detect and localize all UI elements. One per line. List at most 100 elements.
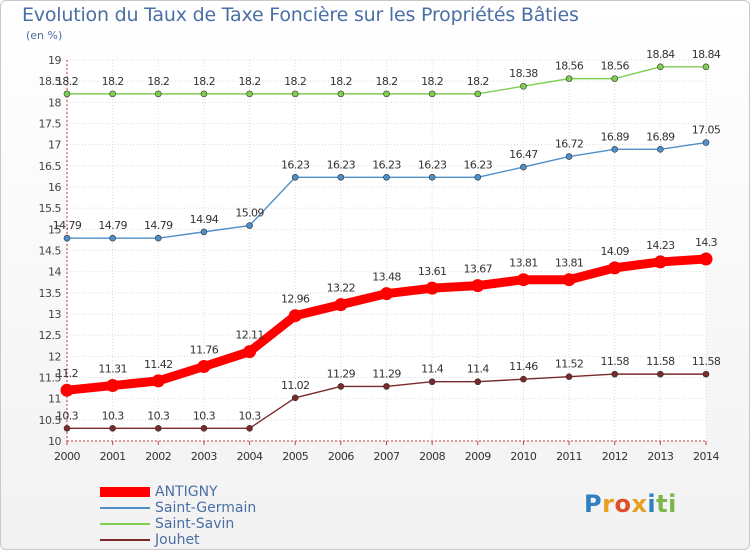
data-label-antigny: 12.96: [281, 293, 310, 306]
data-point-saint-savin: [657, 63, 664, 71]
data-label-jouhet: 11.02: [281, 379, 310, 392]
data-label-saint-savin: 18.84: [692, 48, 721, 61]
x-tick-label: 2014: [693, 450, 719, 463]
data-point-jouhet: [520, 375, 527, 383]
data-label-saint-savin: 18.2: [467, 75, 489, 88]
data-label-jouhet: 11.29: [372, 367, 401, 380]
y-tick-label: 16.5: [39, 160, 62, 173]
y-tick-label: 15.5: [39, 202, 62, 215]
x-tick-label: 2010: [510, 450, 536, 463]
y-tick-label: 19: [48, 54, 61, 67]
data-label-saint-germain: 14.79: [53, 219, 82, 232]
data-point-saint-savin: [337, 90, 345, 98]
x-tick-label: 2008: [419, 450, 445, 463]
y-tick-label: 17.5: [39, 118, 62, 131]
legend-label-antigny: ANTIGNY: [155, 484, 218, 500]
data-label-saint-savin: 18.2: [239, 75, 261, 88]
data-point-saint-savin: [200, 90, 208, 98]
data-label-saint-germain: 16.72: [555, 138, 584, 151]
data-label-saint-savin: 18.2: [421, 75, 443, 88]
x-tick-label: 2012: [602, 450, 628, 463]
data-label-antigny: 14.09: [600, 245, 629, 258]
y-tick-label: 11.5: [39, 372, 62, 385]
legend-label-saint-savin: Saint-Savin: [155, 516, 235, 532]
data-point-jouhet: [474, 378, 482, 386]
data-point-saint-germain: [383, 173, 390, 181]
data-label-saint-germain: 14.94: [190, 213, 219, 226]
data-point-jouhet: [383, 383, 390, 390]
data-point-saint-germain: [154, 234, 162, 242]
data-point-antigny: [425, 281, 439, 295]
data-point-jouhet: [154, 424, 162, 432]
data-point-jouhet: [657, 370, 664, 378]
data-point-jouhet: [565, 373, 573, 380]
data-label-saint-savin: 18.2: [375, 75, 397, 88]
data-label-saint-savin: 18.56: [600, 60, 629, 73]
y-tick-label: 14.5: [39, 245, 62, 258]
data-label-antigny: 13.22: [327, 282, 356, 295]
data-point-antigny: [562, 273, 576, 287]
legend-swatch-saint-savin: [100, 523, 150, 525]
data-point-saint-savin: [428, 90, 436, 98]
data-label-antigny: 11.2: [56, 367, 78, 380]
data-point-jouhet: [428, 378, 436, 386]
data-point-saint-germain: [474, 173, 482, 181]
data-label-jouhet: 10.3: [102, 409, 125, 422]
data-point-saint-germain: [337, 173, 345, 181]
x-tick-label: 2003: [191, 450, 217, 463]
data-point-jouhet: [200, 424, 208, 432]
data-point-saint-savin: [109, 90, 116, 98]
x-tick-label: 2002: [145, 450, 171, 463]
data-label-saint-germain: 15.09: [235, 207, 264, 220]
data-label-antigny: 11.42: [144, 358, 173, 371]
data-label-saint-savin: 18.56: [555, 60, 584, 73]
data-label-saint-germain: 16.23: [372, 158, 401, 171]
data-point-saint-savin: [154, 90, 162, 98]
x-tick-label: 2004: [237, 450, 263, 463]
data-label-saint-savin: 18.2: [193, 75, 215, 88]
legend-swatch-saint-germain: [100, 507, 150, 509]
data-label-saint-savin: 18.2: [147, 75, 169, 88]
data-label-saint-savin: 18.38: [509, 67, 538, 80]
x-tick-label: 2006: [328, 450, 354, 463]
data-label-jouhet: 11.46: [509, 360, 538, 373]
y-tick-label: 16: [48, 181, 61, 194]
y-tick-label: 10: [48, 435, 61, 448]
data-label-saint-savin: 18.2: [330, 75, 352, 88]
data-label-saint-germain: 16.47: [509, 148, 538, 161]
data-label-antigny: 13.67: [464, 263, 493, 276]
data-point-saint-germain: [200, 228, 208, 236]
data-label-antigny: 14.3: [695, 236, 718, 249]
data-label-antigny: 12.11: [235, 329, 264, 342]
y-tick-label: 17: [48, 139, 61, 152]
data-label-jouhet: 11.58: [600, 355, 629, 368]
data-label-jouhet: 10.3: [147, 409, 170, 422]
data-point-antigny: [380, 287, 393, 301]
data-label-saint-savin: 18.2: [284, 75, 306, 88]
y-tick-label: 14: [48, 266, 61, 279]
data-label-saint-germain: 17.05: [692, 124, 721, 137]
data-point-saint-germain: [109, 234, 116, 242]
legend-label-jouhet: Jouhet: [155, 532, 200, 548]
data-point-saint-savin: [520, 82, 527, 90]
data-point-saint-germain: [291, 173, 299, 181]
data-point-antigny: [288, 309, 302, 323]
data-label-saint-germain: 14.79: [98, 219, 127, 232]
legend-label-saint-germain: Saint-Germain: [155, 500, 257, 516]
data-point-saint-germain: [702, 139, 710, 146]
data-label-antigny: 13.48: [372, 271, 401, 284]
data-label-saint-germain: 16.89: [646, 130, 675, 143]
data-point-antigny: [60, 383, 74, 397]
legend-swatch-jouhet: [100, 539, 150, 541]
data-point-jouhet: [109, 424, 116, 432]
data-label-jouhet: 10.3: [56, 409, 79, 422]
chart-unit: (en %): [26, 29, 63, 42]
data-label-saint-germain: 16.23: [281, 158, 310, 171]
data-label-jouhet: 11.52: [555, 358, 584, 371]
y-tick-label: 18: [48, 96, 61, 109]
x-tick-label: 2001: [100, 450, 126, 463]
data-label-antigny: 13.81: [555, 257, 584, 270]
data-point-saint-germain: [565, 153, 573, 160]
x-tick-label: 2009: [465, 450, 491, 463]
data-point-saint-germain: [428, 173, 436, 181]
